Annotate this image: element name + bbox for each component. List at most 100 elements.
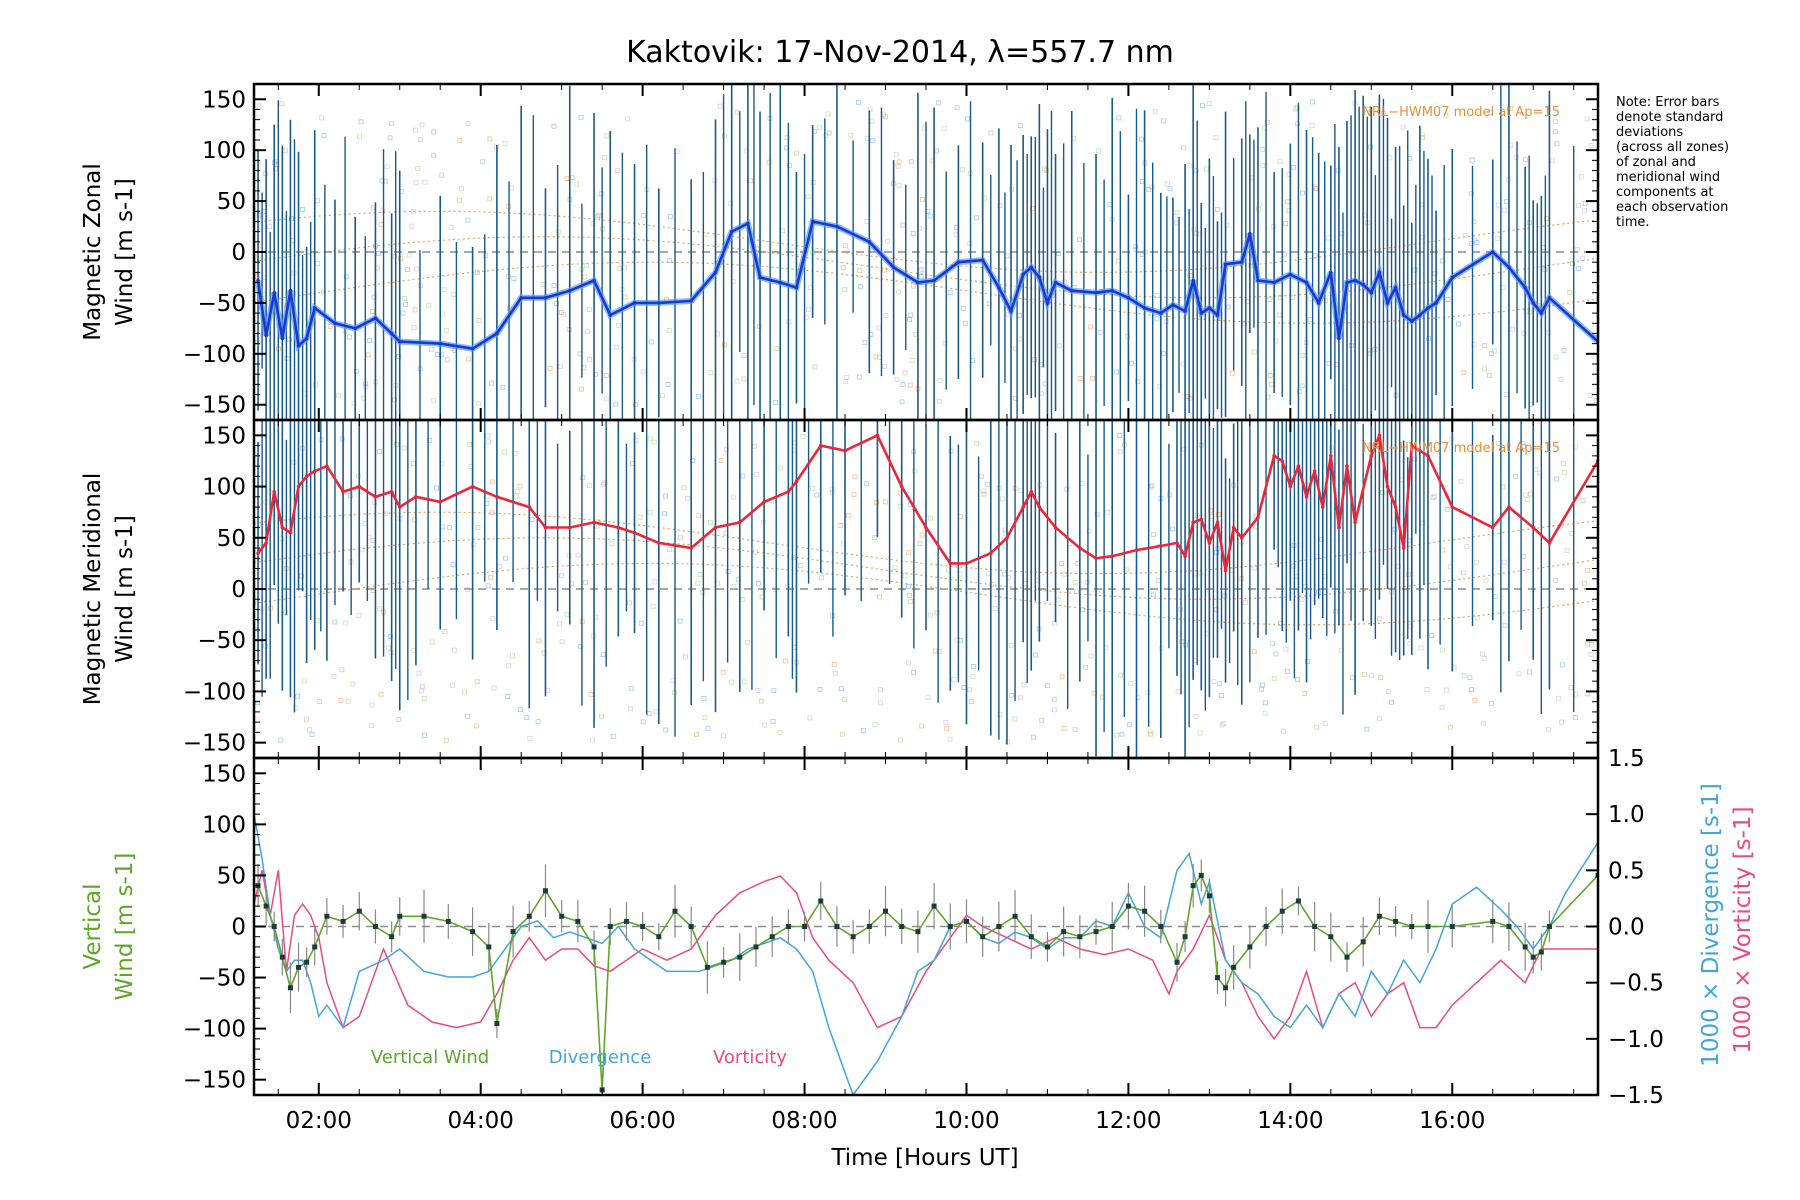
zone-marker (1029, 206, 1035, 212)
zone-marker (1276, 312, 1282, 318)
zone-marker (640, 719, 646, 725)
zone-marker (911, 283, 917, 289)
zone-marker (647, 509, 653, 515)
zone-marker (1464, 544, 1470, 549)
zone-marker (937, 378, 943, 384)
zone-marker (870, 137, 876, 143)
zone-marker (1051, 707, 1057, 713)
zone-marker (1576, 266, 1582, 272)
note-line: each observation (1616, 200, 1728, 215)
zone-marker (491, 685, 497, 691)
vertical-wind-point (542, 888, 548, 894)
y-tick-label: 50 (217, 863, 246, 889)
zone-marker (819, 575, 825, 581)
zone-marker (960, 167, 965, 173)
zonal-wind-point (1021, 272, 1025, 277)
zone-marker (1467, 675, 1473, 681)
vertical-wind-point (1044, 944, 1050, 950)
zone-marker (511, 276, 517, 282)
meridional-wind-point (592, 520, 596, 525)
zonal-wind-point (916, 280, 920, 285)
zonal-wind-point (1223, 262, 1228, 267)
meridional-wind-point (843, 448, 847, 453)
note-line: time. (1616, 215, 1650, 230)
zone-marker (1000, 496, 1005, 502)
meridional-wind-point (280, 525, 285, 530)
zone-marker (307, 727, 313, 733)
zone-marker (444, 328, 450, 333)
zone-marker (1252, 565, 1257, 571)
zone-marker (1522, 492, 1528, 498)
zone-marker (1293, 106, 1298, 112)
zone-marker (1572, 715, 1578, 720)
zone-marker (872, 721, 878, 727)
zone-marker (267, 224, 272, 230)
zonal-wind-point (272, 290, 277, 295)
zone-marker (628, 706, 633, 712)
zone-marker (705, 725, 711, 731)
meridional-wind-point (794, 479, 799, 484)
vertical-wind-point (1344, 954, 1350, 960)
zonal-wind-point (1329, 270, 1333, 275)
zone-marker (418, 136, 423, 142)
zonal-wind-point (1171, 303, 1175, 307)
zone-marker (465, 713, 471, 719)
zone-marker (1135, 378, 1141, 384)
zone-marker (981, 488, 986, 494)
zonal-wind-point (891, 265, 896, 270)
zone-marker (892, 565, 898, 570)
zonal-wind-point (1142, 306, 1147, 310)
meridional-wind-point (1418, 448, 1422, 453)
zone-marker (845, 513, 851, 519)
y2-tick-label: −0.5 (1608, 971, 1664, 997)
vertical-wind-point (356, 908, 362, 914)
zone-marker (997, 712, 1003, 718)
zone-marker (1469, 157, 1475, 163)
vertical-wind-point (1206, 893, 1212, 899)
zone-marker (1152, 108, 1158, 114)
zone-marker (1429, 633, 1435, 639)
zone-marker (1420, 234, 1426, 240)
meridional-wind-point (438, 500, 443, 504)
zone-marker (1143, 249, 1148, 255)
zone-marker (1270, 640, 1276, 646)
zonal-wind-point (729, 229, 734, 234)
zone-marker (917, 541, 923, 546)
note-line: deviations (1616, 125, 1683, 140)
zone-marker (332, 619, 338, 625)
zone-marker (628, 685, 634, 691)
zone-marker (1486, 372, 1492, 378)
zone-marker (502, 140, 508, 146)
zonal-wind-point (1337, 336, 1341, 341)
zone-marker (431, 152, 436, 158)
zone-marker (734, 378, 740, 384)
vertical-wind-point (1522, 944, 1528, 950)
zone-marker (755, 580, 761, 586)
zone-marker (893, 151, 899, 157)
zone-marker (717, 103, 723, 109)
zone-marker (660, 393, 666, 399)
vertical-wind-point (866, 924, 872, 929)
meridional-wind-point (689, 546, 694, 550)
note-line: of zonal and (1616, 155, 1696, 170)
zone-marker (598, 713, 604, 719)
vertical-wind-point (963, 918, 969, 924)
zone-marker (1339, 231, 1345, 236)
zone-marker (1445, 297, 1451, 302)
meridional-wind-point (1401, 546, 1406, 550)
vertical-wind-point (818, 898, 824, 904)
zone-marker (1086, 528, 1092, 534)
zone-marker (919, 196, 925, 202)
zone-marker (464, 587, 470, 593)
zone-marker (1582, 201, 1588, 206)
y-tick-label: −150 (183, 393, 246, 419)
zonal-wind-point (397, 339, 402, 344)
y-axis-label-line1: Magnetic Zonal (80, 163, 106, 341)
zone-marker (394, 441, 399, 447)
meridional-wind-point (1199, 517, 1204, 522)
zone-marker (740, 473, 746, 479)
y2-tick-label: −1.5 (1608, 1083, 1664, 1109)
meridional-wind-point (1183, 554, 1187, 559)
zone-marker (1117, 433, 1123, 438)
zone-marker (1283, 646, 1289, 652)
